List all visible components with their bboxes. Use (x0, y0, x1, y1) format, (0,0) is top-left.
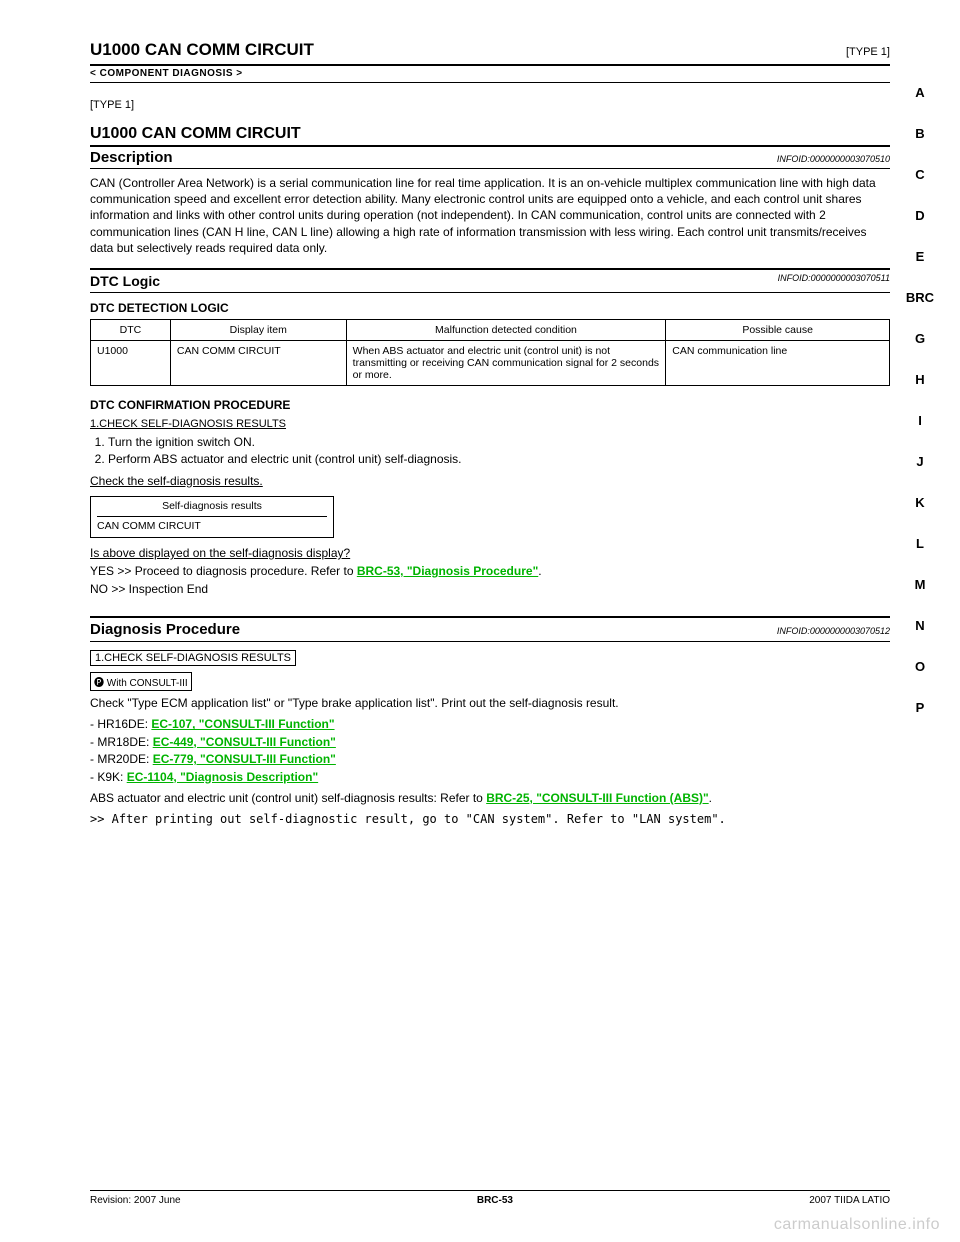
td-cond: When ABS actuator and electric unit (con… (346, 340, 666, 385)
td-display: CAN COMM CIRCUIT (170, 340, 346, 385)
link-ec779[interactable]: EC-779, "CONSULT-III Function" (153, 752, 336, 766)
tab-o[interactable]: O (900, 659, 940, 674)
link-ec1104[interactable]: EC-1104, "Diagnosis Description" (127, 770, 318, 784)
footer-model: 2007 TIIDA LATIO (809, 1195, 890, 1206)
diag-header: Diagnosis Procedure INFOID:0000000003070… (90, 616, 890, 642)
confirm-title: DTC CONFIRMATION PROCEDURE (90, 398, 890, 412)
side-tabs: A B C D E BRC G H I J K L M N O P (900, 85, 940, 715)
tab-d[interactable]: D (900, 208, 940, 223)
link-brc25[interactable]: BRC-25, "CONSULT-III Function (ABS)" (486, 791, 708, 805)
td-dtc: U1000 (91, 340, 171, 385)
list-item: Turn the ignition switch ON. (108, 434, 890, 451)
tab-brc[interactable]: BRC (900, 290, 940, 305)
header-type: [TYPE 1] (846, 46, 890, 58)
diag-title: Diagnosis Procedure (90, 621, 240, 638)
arrow-line: >> After printing out self-diagnostic re… (90, 811, 890, 828)
diag-step: 1.CHECK SELF-DIAGNOSIS RESULTS (90, 650, 296, 666)
result-q: Check the self-diagnosis results. (90, 472, 890, 490)
section-title: U1000 CAN COMM CIRCUIT (90, 125, 890, 147)
result-block: Check the self-diagnosis results. Self-d… (90, 472, 890, 599)
steps-list: Turn the ignition switch ON. Perform ABS… (108, 434, 890, 468)
td-cause: CAN communication line (666, 340, 890, 385)
footer-page: BRC-53 (477, 1195, 513, 1206)
tab-l[interactable]: L (900, 536, 940, 551)
description-body: CAN (Controller Area Network) is a seria… (90, 175, 890, 256)
th-display: Display item (170, 319, 346, 340)
footer-rev: Revision: 2007 June (90, 1195, 181, 1206)
tab-j[interactable]: J (900, 454, 940, 469)
tab-c[interactable]: C (900, 167, 940, 182)
table-row: DTC Display item Malfunction detected co… (91, 319, 890, 340)
th-dtc: DTC (91, 319, 171, 340)
tab-g[interactable]: G (900, 331, 940, 346)
dtc-logic-id: INFOID:0000000003070511 (778, 273, 890, 289)
result-box-value: CAN COMM CIRCUIT (97, 517, 327, 535)
dtc-logic-header: DTC Logic INFOID:0000000003070511 (90, 268, 890, 293)
tab-m[interactable]: M (900, 577, 940, 592)
result-box: Self-diagnosis results CAN COMM CIRCUIT (90, 496, 334, 539)
step-title: 1.CHECK SELF-DIAGNOSIS RESULTS (90, 418, 890, 430)
abs-line: ABS actuator and electric unit (control … (90, 790, 890, 807)
tab-n[interactable]: N (900, 618, 940, 633)
page-title: U1000 CAN COMM CIRCUIT (90, 40, 314, 60)
tab-k[interactable]: K (900, 495, 940, 510)
tab-i[interactable]: I (900, 413, 940, 428)
tab-e[interactable]: E (900, 249, 940, 264)
engine-links: - HR16DE: EC-107, "CONSULT-III Function"… (90, 716, 890, 786)
type-label: [TYPE 1] (90, 99, 890, 111)
description-title: Description (90, 149, 173, 166)
th-cond: Malfunction detected condition (346, 319, 666, 340)
dtc-table: DTC Display item Malfunction detected co… (90, 319, 890, 386)
link-ec449[interactable]: EC-449, "CONSULT-III Function" (153, 735, 336, 749)
tab-h[interactable]: H (900, 372, 940, 387)
with-consult-label: 🅟 With CONSULT-III (90, 672, 192, 691)
result-no: NO >> Inspection End (90, 580, 890, 598)
tab-b[interactable]: B (900, 126, 940, 141)
table-row: U1000 CAN COMM CIRCUIT When ABS actuator… (91, 340, 890, 385)
tab-p[interactable]: P (900, 700, 940, 715)
description-id: INFOID:0000000003070510 (777, 154, 890, 164)
result-yes: YES >> Proceed to diagnosis procedure. R… (90, 562, 890, 580)
watermark: carmanualsonline.info (774, 1216, 940, 1234)
th-cause: Possible cause (666, 319, 890, 340)
link-brc53[interactable]: BRC-53, "Diagnosis Procedure" (357, 564, 538, 578)
link-ec107[interactable]: EC-107, "CONSULT-III Function" (151, 717, 334, 731)
result-line1: Is above displayed on the self-diagnosis… (90, 544, 890, 562)
diag-lead: Check "Type ECM application list" or "Ty… (90, 695, 890, 712)
dtc-detection-title: DTC DETECTION LOGIC (90, 301, 890, 315)
diag-id: INFOID:0000000003070512 (777, 626, 890, 636)
description-header: Description INFOID:0000000003070510 (90, 147, 890, 169)
tab-a[interactable]: A (900, 85, 940, 100)
header-sub: < COMPONENT DIAGNOSIS > (90, 68, 890, 83)
page-root: A B C D E BRC G H I J K L M N O P U1000 … (0, 0, 960, 1242)
page-header: U1000 CAN COMM CIRCUIT [TYPE 1] (90, 40, 890, 66)
result-box-label: Self-diagnosis results (97, 499, 327, 518)
dtc-logic-title: DTC Logic (90, 273, 160, 289)
list-item: Perform ABS actuator and electric unit (… (108, 451, 890, 468)
footer: Revision: 2007 June BRC-53 2007 TIIDA LA… (90, 1190, 890, 1206)
